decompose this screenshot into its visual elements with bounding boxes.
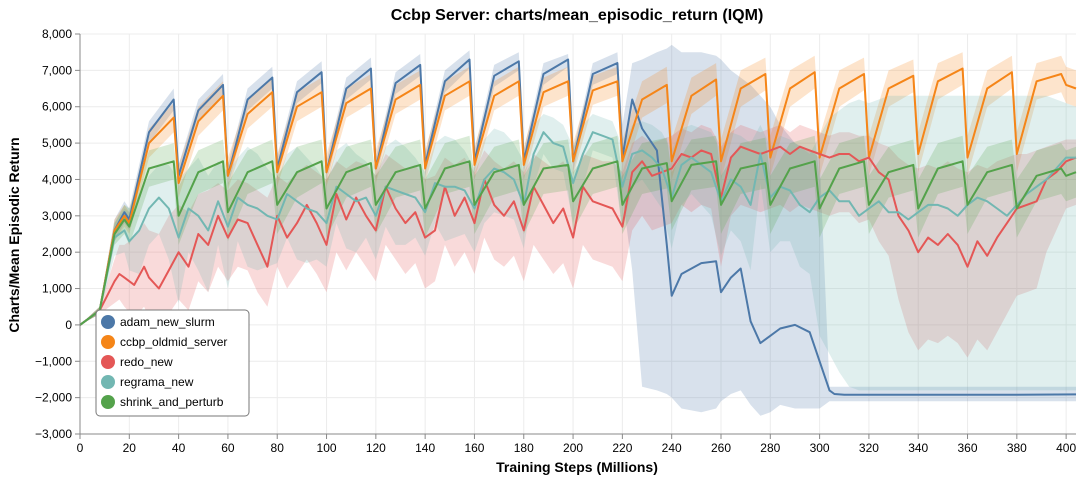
y-tick-label: −1,000 xyxy=(35,354,72,368)
legend-box xyxy=(95,309,250,417)
x-tick-label: 20 xyxy=(123,441,137,455)
legend-label: shrink_and_perturb xyxy=(120,395,224,409)
legend-swatch xyxy=(101,395,115,409)
y-tick-label: 8,000 xyxy=(42,27,72,41)
x-tick-label: 160 xyxy=(464,441,484,455)
axes: 0 20 40 60 80 100 120 140 160 180 200 220 240 260 280 3… xyxy=(35,27,1077,455)
x-tick-label: 200 xyxy=(563,441,583,455)
x-tick-label: 220 xyxy=(612,441,632,455)
series-lines xyxy=(79,58,1077,396)
x-tick-label: 260 xyxy=(711,441,731,455)
legend-swatch xyxy=(101,335,115,349)
y-tick-label: −2,000 xyxy=(35,391,72,405)
x-tick-label: 400 xyxy=(1056,441,1076,455)
y-tick-label: −3,000 xyxy=(35,427,72,441)
x-tick-label: 60 xyxy=(221,441,235,455)
legend-label: redo_new xyxy=(120,355,173,369)
x-tick-label: 280 xyxy=(760,441,780,455)
x-tick-label: 120 xyxy=(366,441,386,455)
confidence-bands xyxy=(80,44,1076,416)
y-axis-title: Charts/Mean Episodic Return xyxy=(6,137,22,332)
x-tick-label: 140 xyxy=(415,441,435,455)
line-redo-new xyxy=(79,145,1077,326)
x-tick-label: 380 xyxy=(1007,441,1027,455)
x-tick-label: 240 xyxy=(662,441,682,455)
x-axis-title: Training Steps (Millions) xyxy=(496,459,658,475)
band-shrink-and-perturb xyxy=(80,135,1076,325)
band-redo-new xyxy=(80,124,1076,358)
x-tick-label: 360 xyxy=(958,441,978,455)
x-tick-label: 40 xyxy=(172,441,186,455)
legend-swatch xyxy=(101,315,115,329)
band-regrama-new xyxy=(80,95,1076,391)
line-shrink-and-perturb xyxy=(79,160,1077,326)
x-tick-label: 0 xyxy=(77,441,84,455)
y-tick-label: 4,000 xyxy=(42,172,72,186)
legend-label: regrama_new xyxy=(120,375,194,389)
x-tick-label: 320 xyxy=(859,441,879,455)
y-tick-label: 2,000 xyxy=(42,245,72,259)
x-tick-label: 340 xyxy=(908,441,928,455)
y-tick-label: 6,000 xyxy=(42,100,72,114)
legend-swatch xyxy=(101,375,115,389)
y-tick-label: 1,000 xyxy=(42,282,72,296)
band-ccbp-oldmid-server xyxy=(80,52,1076,325)
x-tick-label: 100 xyxy=(317,441,337,455)
legend-label: ccbp_oldmid_server xyxy=(120,335,227,349)
x-tick-label: 180 xyxy=(514,441,534,455)
legend-label: adam_new_slurm xyxy=(120,315,215,329)
x-tick-label: 80 xyxy=(271,441,285,455)
legend: adam_new_slurm ccbp_oldmid_server redo_new… xyxy=(95,309,250,417)
line-ccbp-oldmid-server xyxy=(79,67,1077,326)
legend-swatch xyxy=(101,355,115,369)
y-tick-label: 7,000 xyxy=(42,63,72,77)
y-tick-label: 5,000 xyxy=(42,136,72,150)
chart-title: Ccbp Server: charts/mean_episodic_return… xyxy=(391,7,764,24)
x-tick-label: 300 xyxy=(810,441,830,455)
line-regrama-new xyxy=(79,131,1076,326)
y-tick-label: 3,000 xyxy=(42,209,72,223)
y-tick-label: 0 xyxy=(65,318,72,332)
